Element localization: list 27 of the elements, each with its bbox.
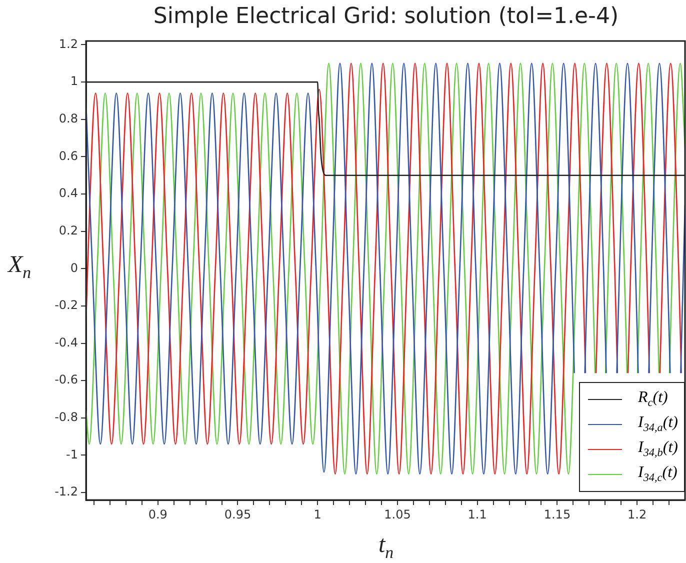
x-tick-label: 0.9 (148, 507, 168, 522)
y-tick-label: 1.2 (58, 36, 78, 51)
y-tick-label: 1 (70, 74, 78, 88)
y-tick-label: 0.4 (58, 186, 78, 200)
y-tick-label: -0.2 (54, 298, 78, 312)
y-tick-label: 0.8 (58, 111, 78, 126)
x-tick-label: 1 (314, 507, 322, 522)
x-tick-label: 1.2 (628, 507, 647, 522)
y-tick-label: -0.4 (54, 335, 78, 350)
legend-label: I$_{34,b}$(t) (638, 439, 678, 460)
legend-label: R$_{c}$(t) (638, 389, 668, 410)
x-tick-label: 0.95 (224, 507, 252, 522)
y-axis-title: X$_{n}$ (8, 252, 32, 283)
y-tick-label: -0.8 (54, 410, 78, 424)
y-tick-label: -0.6 (54, 372, 78, 387)
y-tick-label: 0 (70, 260, 78, 275)
legend-label: I$_{34,a}$(t) (638, 414, 678, 435)
x-tick-label: 1.15 (544, 507, 571, 522)
y-tick-label: -1 (66, 447, 78, 462)
y-tick-label: -1.2 (54, 484, 78, 499)
x-tick-label: 1.1 (468, 507, 487, 522)
legend-label: I$_{34,c}$(t) (638, 464, 678, 485)
x-axis-title: t$_{n}$ (377, 532, 395, 563)
x-tick-label: 1.05 (384, 507, 411, 522)
y-tick-label: 0.2 (58, 223, 78, 238)
y-tick-label: 0.6 (58, 148, 78, 163)
chart-title: Simple Electrical Grid: solution (tol=1.e-4) (152, 4, 620, 29)
